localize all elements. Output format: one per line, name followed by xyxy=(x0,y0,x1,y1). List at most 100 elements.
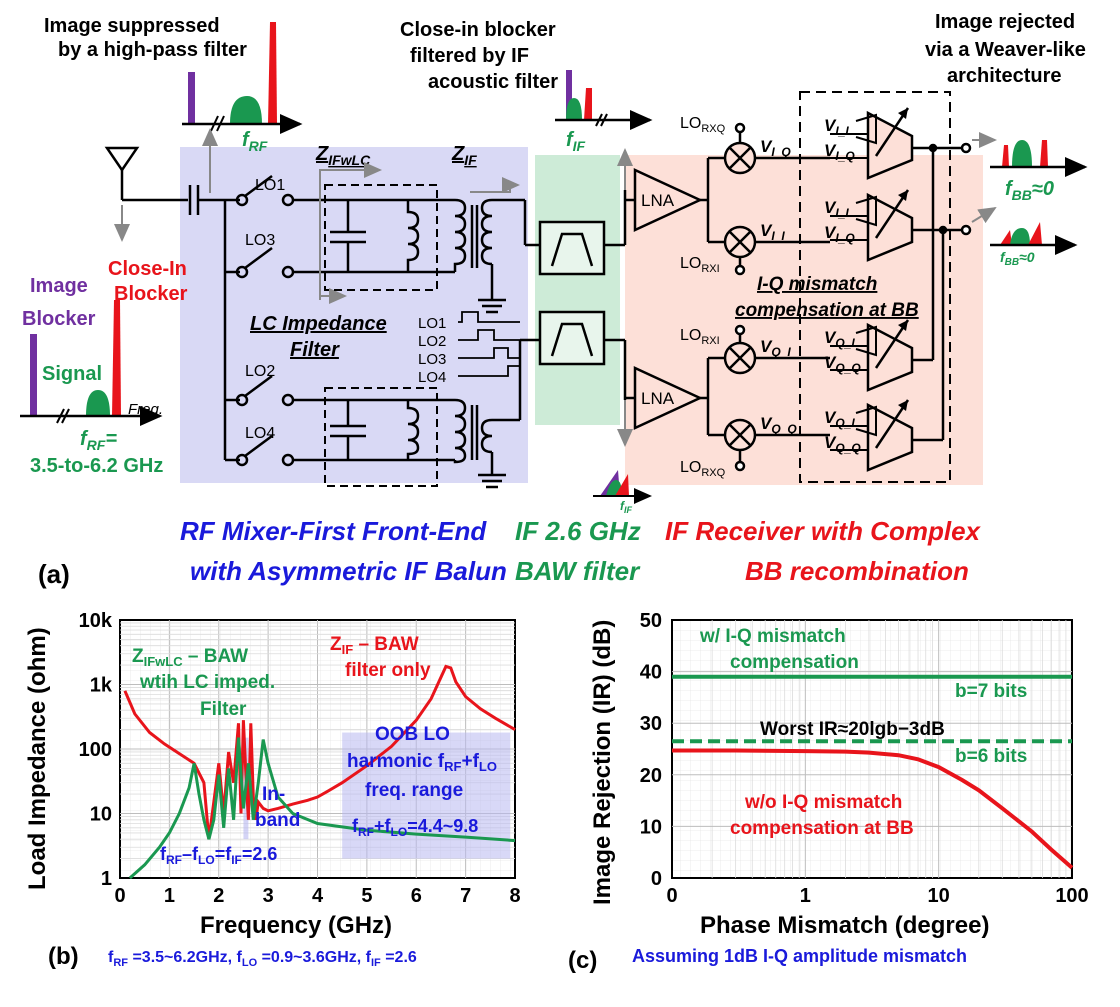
spectrum-fif-top: fIF xyxy=(555,70,653,154)
ann-frf-plus: fRF+fLO=4.4~9.8 xyxy=(352,816,478,839)
ann-without-comp-2: compensation at BB xyxy=(730,818,914,839)
ann-with-comp-2: compensation xyxy=(730,652,859,673)
ann-frf-flo: fRF–fLO=fIF=2.6 xyxy=(160,844,277,867)
svg-text:ZIFwLC: ZIFwLC xyxy=(315,143,371,168)
series-line xyxy=(123,664,516,840)
svg-text:LORXI: LORXI xyxy=(680,255,720,275)
svg-text:VI_Q: VI_Q xyxy=(824,141,855,163)
ann-close-in-2: filtered by IF xyxy=(410,45,529,67)
y-tick-label: 1 xyxy=(101,868,112,890)
x-tick-label: 3 xyxy=(263,885,274,907)
svg-text:LO3: LO3 xyxy=(418,351,446,368)
frf-range: 3.5-to-6.2 GHz xyxy=(30,455,163,477)
ann-oob-2: harmonic fRF+fLO xyxy=(347,751,497,774)
iq-compensation-box xyxy=(799,91,951,483)
svg-text:fRF: fRF xyxy=(242,129,268,154)
panel-a-label: (a) xyxy=(38,559,70,589)
bb-summer: VI_I VI_Q xyxy=(824,189,914,262)
freq-label: Freq. xyxy=(128,401,163,418)
ann-image-rejected-3: architecture xyxy=(947,65,1062,87)
caption-rf-1: RF Mixer-First Front-End xyxy=(180,516,487,546)
y-tick-label: 10k xyxy=(79,610,113,632)
svg-text:VI_I: VI_I xyxy=(824,116,849,138)
ann-oob-3: freq. range xyxy=(365,780,463,801)
chart-b-series xyxy=(123,664,516,880)
x-tick-label: 0 xyxy=(666,885,677,907)
y-tick-label: 40 xyxy=(640,662,662,684)
bb-summers: VI_I VI_Q VI_I VI_Q VQ_I VQ_Q VQ_I VQ_Q xyxy=(824,107,914,472)
svg-text:VQ_Q: VQ_Q xyxy=(824,353,861,375)
svg-text:VQ_I: VQ_I xyxy=(760,337,791,359)
chart-c-xlabel: Phase Mismatch (degree) xyxy=(700,912,989,939)
balun-lower xyxy=(453,338,540,489)
y-tick-label: 0 xyxy=(651,868,662,890)
lc-tank-lower xyxy=(324,387,455,487)
panel-b-label: (b) xyxy=(48,943,79,970)
series-line xyxy=(672,748,1074,870)
ann-worst: Worst IR≈20lgb−3dB xyxy=(760,719,945,740)
baw-filter-region xyxy=(535,155,620,425)
x-tick-label: 100 xyxy=(1055,885,1088,907)
svg-text:fIF: fIF xyxy=(566,129,586,154)
panel-a: Image suppressed by a high-pass filter C… xyxy=(20,11,1088,589)
chart-b-xlabel: Frequency (GHz) xyxy=(200,912,392,939)
ann-b7: b=7 bits xyxy=(955,681,1027,702)
lc-impedance-label-2: Filter xyxy=(290,339,340,361)
x-tick-label: 0 xyxy=(114,885,125,907)
ann-inband-2: band xyxy=(255,810,300,831)
x-tick-label: 6 xyxy=(411,885,422,907)
svg-text:VQ_I: VQ_I xyxy=(824,408,855,430)
lo-waveforms: LO1 LO2 LO3 LO4 xyxy=(418,311,520,386)
closein-blocker-label-1: Close-In xyxy=(108,258,187,280)
ann-b6: b=6 bits xyxy=(955,746,1027,767)
x-tick-label: 5 xyxy=(361,885,372,907)
baw-filter-upper xyxy=(538,190,627,276)
iq-comp-label-2: compensation at BB xyxy=(735,300,919,321)
bb-summer: VQ_I VQ_Q xyxy=(824,399,914,472)
ann-zif: ZIF – BAW xyxy=(330,634,419,657)
lo2-label: LO2 xyxy=(245,363,275,380)
ann-image-suppressed-2: by a high-pass filter xyxy=(58,39,247,61)
signal-label: Signal xyxy=(42,363,102,385)
spectrum-input: Image Blocker Close-In Blocker Signal Fr… xyxy=(20,258,188,477)
ann-image-suppressed-1: Image suppressed xyxy=(44,15,220,37)
x-tick-label: 2 xyxy=(213,885,224,907)
chart-b-caption: fRF =3.5~6.2GHz, fLO =0.9~3.6GHz, fIF =2… xyxy=(108,949,417,969)
svg-text:fIF: fIF xyxy=(620,499,633,515)
lna-lower xyxy=(625,356,725,437)
chart-c-caption: Assuming 1dB I-Q amplitude mismatch xyxy=(632,946,967,966)
panel-c-label: (c) xyxy=(568,947,597,974)
lna-upper xyxy=(625,156,725,244)
svg-text:VQ_I: VQ_I xyxy=(824,328,855,350)
svg-text:LORXQ: LORXQ xyxy=(680,459,726,479)
svg-text:ZIF: ZIF xyxy=(451,143,477,168)
ann-zif-2: filter only xyxy=(345,660,431,681)
x-tick-label: 8 xyxy=(509,885,520,907)
bb-output-wiring xyxy=(912,142,972,442)
ann-with-comp-1: w/ I-Q mismatch xyxy=(699,626,846,647)
svg-text:VI_Q: VI_Q xyxy=(760,137,791,159)
chart-c: 0 1 10 100 0 10 20 30 40 50 Phase Mismatch (degre… xyxy=(568,610,1089,974)
x-tick-label: 7 xyxy=(460,885,471,907)
ann-oob-1: OOB LO xyxy=(375,724,450,745)
series-line xyxy=(128,737,516,880)
chart-c-ticks: 0 1 10 100 0 10 20 30 40 50 xyxy=(640,610,1089,907)
svg-text:LORXI: LORXI xyxy=(680,327,720,347)
svg-text:VI_I: VI_I xyxy=(760,221,785,243)
ann-close-in-3: acoustic filter xyxy=(428,71,558,93)
lna-upper-label: LNA xyxy=(641,191,675,210)
bb-summer: VI_I VI_Q xyxy=(824,107,914,180)
lna-lower-label: LNA xyxy=(641,389,675,408)
x-tick-label: 1 xyxy=(164,885,175,907)
lc-impedance-label-1: LC Impedance xyxy=(250,313,387,335)
iq-comp-label-1: I-Q mismatch xyxy=(757,274,877,295)
spectrum-frf-top: fRF xyxy=(182,22,303,154)
svg-text:fBB≈0: fBB≈0 xyxy=(1005,178,1054,203)
ann-zifwlc-3: Filter xyxy=(200,699,247,720)
y-tick-label: 100 xyxy=(79,739,112,761)
svg-text:VQ_Q: VQ_Q xyxy=(760,414,797,436)
ann-image-rejected-2: via a Weaver-like xyxy=(925,39,1086,61)
spectrum-fbb-top: fBB≈0 xyxy=(990,140,1088,203)
